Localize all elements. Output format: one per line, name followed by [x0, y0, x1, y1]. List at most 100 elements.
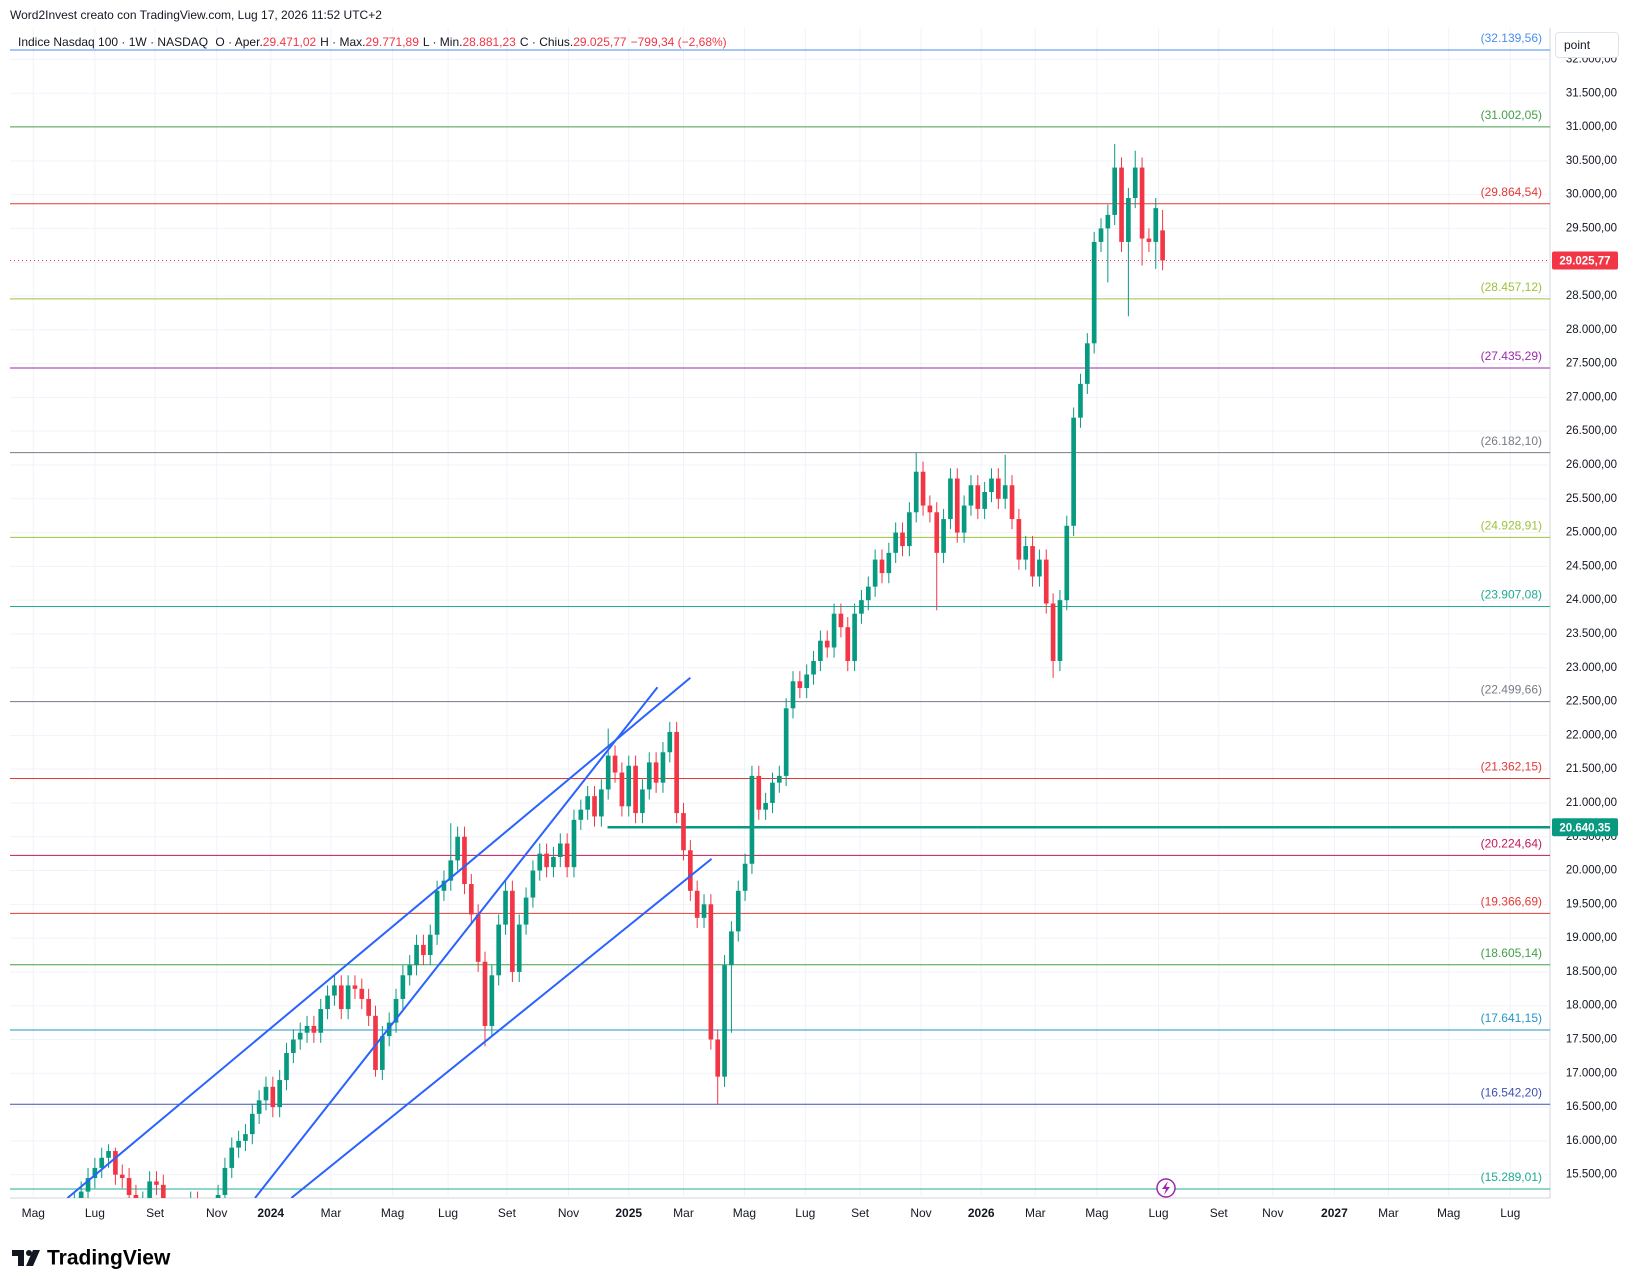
x-tick-label: Lug: [1148, 1206, 1168, 1220]
last-price-tag: [1552, 251, 1618, 270]
x-tick-label: Lug: [1500, 1206, 1520, 1220]
x-tick-label: Nov: [558, 1206, 579, 1220]
candle-body: [1023, 546, 1029, 560]
level-label: (31.002,05): [1481, 108, 1542, 122]
candle-body: [373, 1015, 378, 1070]
candle-body: [407, 965, 413, 976]
candle-body: [1091, 241, 1097, 344]
logo-text: TradingView: [47, 1247, 171, 1270]
candle-body: [414, 944, 419, 966]
candle-body: [865, 586, 871, 601]
candle-body: [749, 775, 755, 864]
candle-body: [996, 478, 1001, 499]
candle-body: [222, 1167, 228, 1195]
candle-body: [263, 1086, 269, 1101]
trendline: [290, 858, 713, 1198]
candle-body: [1071, 417, 1076, 526]
candle-body: [168, 1208, 173, 1228]
y-tick-label: 15.500,00: [1566, 1169, 1617, 1181]
candle-body: [729, 931, 734, 966]
candle-body: [667, 731, 673, 753]
grid: [10, 28, 1550, 1198]
ohlc-value: 29.471,02: [262, 35, 317, 49]
x-tick-label: Set: [146, 1206, 165, 1220]
x-tick-label: 2026: [968, 1206, 995, 1220]
x-tick-label: Lug: [795, 1206, 815, 1220]
candle-body: [311, 1025, 317, 1033]
candle-body: [1084, 343, 1090, 384]
candle-body: [482, 961, 488, 1026]
y-tick-label: 23.000,00: [1566, 662, 1617, 674]
candle-body: [1139, 167, 1145, 239]
candle-body: [585, 796, 590, 810]
candle-body: [544, 853, 549, 868]
candle-body: [468, 884, 474, 915]
level-label: (22.499,66): [1481, 683, 1542, 697]
y-tick-label: 27.000,00: [1566, 391, 1617, 403]
x-tick-label: Mar: [1378, 1206, 1399, 1220]
candle-body: [1037, 559, 1042, 577]
candle-body: [681, 813, 686, 851]
candle-body: [907, 512, 912, 547]
candle-body: [243, 1134, 248, 1141]
symbol: Indice Nasdaq 100 · 1W · NASDAQ: [18, 35, 209, 49]
y-tick-label: 30.500,00: [1566, 155, 1617, 167]
candle-body: [660, 752, 666, 783]
y-tick-label: 29.500,00: [1566, 222, 1617, 234]
candle-body: [489, 975, 495, 1026]
x-tick-label: Mag: [1437, 1206, 1460, 1220]
level-label: (24.928,91): [1481, 519, 1542, 533]
candles: [65, 143, 1165, 1249]
level-label: (28.457,12): [1481, 280, 1542, 294]
alert-icon[interactable]: [1156, 1178, 1176, 1198]
candle-body: [65, 1215, 70, 1222]
candle-body: [427, 934, 433, 956]
candle-body: [797, 681, 803, 689]
candle-body: [653, 762, 659, 783]
candle-body: [537, 853, 543, 871]
legend: Indice Nasdaq 100 · 1W · NASDAQ O · Aper…: [18, 35, 731, 49]
candle-body: [215, 1194, 221, 1198]
candle-body: [845, 627, 851, 661]
y-tick-label: 28.000,00: [1566, 324, 1617, 336]
trendline: [254, 686, 659, 1198]
x-tick-label: Nov: [206, 1206, 227, 1220]
candle-body: [948, 478, 953, 520]
trendline: [66, 676, 691, 1198]
candle-body: [448, 860, 454, 881]
candle-body: [708, 904, 714, 1040]
y-tick-label: 21.500,00: [1566, 763, 1617, 775]
candle-body: [249, 1113, 255, 1135]
candle-body: [202, 1229, 207, 1249]
candle-body: [119, 1174, 125, 1179]
candle-body: [934, 512, 940, 553]
candle-body: [1064, 525, 1070, 601]
candle-body: [592, 796, 597, 817]
change: −799,34 (−2,68%): [630, 35, 727, 49]
x-tick-label: Set: [498, 1206, 517, 1220]
y-tick-label: 17.000,00: [1566, 1067, 1617, 1079]
candle-body: [1105, 214, 1111, 229]
ohlc-value: 29.025,77: [573, 35, 627, 49]
x-tick-label: Mag: [381, 1206, 404, 1220]
level-label: (15.289,01): [1481, 1170, 1542, 1184]
candle-body: [85, 1178, 91, 1192]
candle-body: [188, 1202, 193, 1216]
x-tick-label: Mar: [673, 1206, 694, 1220]
candle-body: [1050, 603, 1056, 661]
candle-body: [318, 1009, 324, 1033]
candle-body: [989, 478, 994, 493]
y-tick-label: 25.500,00: [1566, 493, 1617, 505]
candle-body: [380, 1036, 385, 1070]
candle-body: [229, 1147, 235, 1168]
candle-body: [900, 532, 905, 547]
candle-body: [886, 552, 892, 574]
candle-body: [516, 924, 522, 972]
candle-body: [879, 559, 885, 574]
candle-body: [968, 485, 974, 506]
scale-button[interactable]: point: [1555, 32, 1619, 58]
x-tick-label: Set: [851, 1206, 870, 1220]
candle-body: [277, 1080, 282, 1108]
candle-body: [455, 836, 460, 861]
x-tick-label: 2024: [257, 1206, 284, 1220]
